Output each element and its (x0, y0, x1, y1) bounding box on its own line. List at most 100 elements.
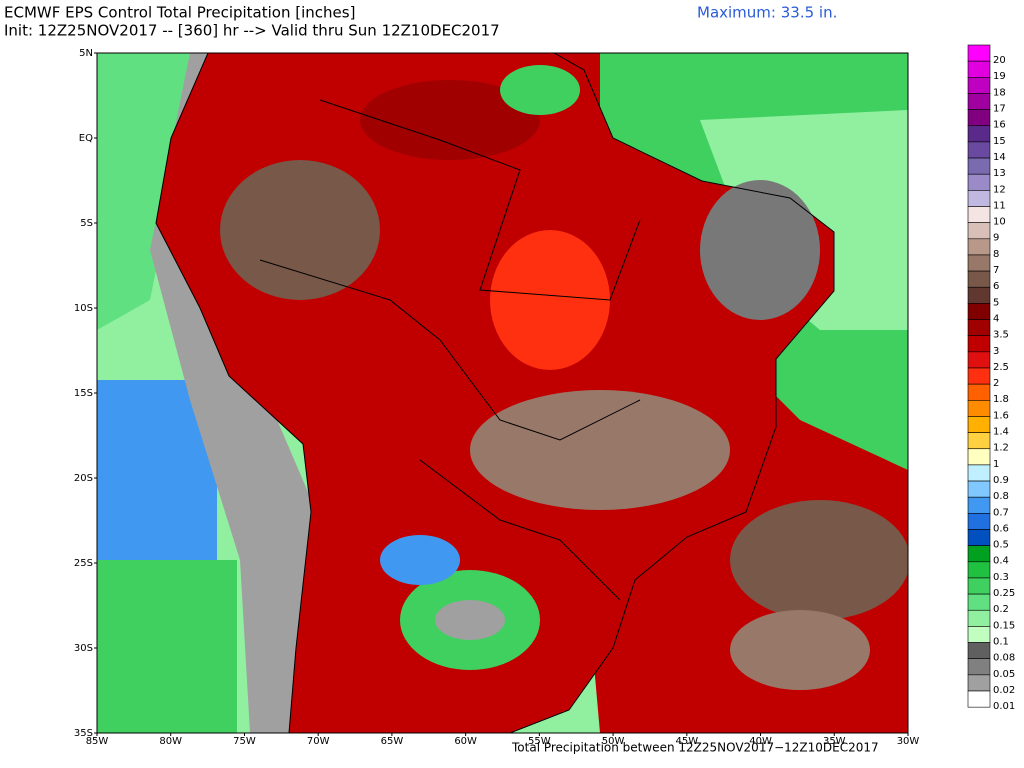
legend-label: 13 (993, 168, 1006, 179)
lon-label: 65W (381, 736, 404, 747)
legend-swatch (967, 416, 991, 433)
lon-label: 35W (823, 736, 846, 747)
legend-label: 19 (993, 71, 1006, 82)
lat-label: EQ (79, 133, 93, 144)
legend-swatch (967, 93, 991, 110)
dark-red (360, 80, 540, 160)
legend-swatch (967, 141, 991, 159)
brown-patch (730, 500, 908, 620)
legend-label: 15 (993, 136, 1006, 147)
legend-label: 3 (993, 346, 999, 357)
lat-label: 35S (74, 728, 93, 739)
legend-swatch (967, 335, 991, 353)
legend-label: 12 (993, 184, 1006, 195)
lon-label: 70W (307, 736, 330, 747)
lat-label: 15S (74, 388, 93, 399)
legend-swatch (967, 399, 991, 417)
legend-swatch (967, 464, 991, 482)
legend-label: 16 (993, 120, 1006, 131)
legend-swatch (967, 545, 991, 563)
legend-swatch (967, 270, 991, 288)
legend-swatch (967, 303, 991, 320)
legend-swatch (967, 529, 991, 546)
legend-label: 0.15 (993, 620, 1015, 631)
legend-swatch (967, 383, 991, 401)
legend-swatch (967, 238, 991, 256)
legend-swatch (967, 674, 991, 692)
lat-label: 5S (80, 218, 93, 229)
lon-label: 45W (676, 736, 699, 747)
legend-label: 14 (993, 152, 1006, 163)
legend-label: 6 (993, 281, 999, 292)
legend-label: 2 (993, 378, 999, 389)
legend-label: 0.6 (993, 523, 1009, 534)
legend-swatch (967, 157, 991, 175)
legend-swatch (967, 513, 991, 530)
legend-label: 0.5 (993, 540, 1009, 551)
legend-label: 4 (993, 313, 999, 324)
legend-swatch (967, 173, 991, 191)
legend-label: 5 (993, 297, 999, 308)
legend-swatch (967, 109, 991, 127)
legend-label: 0.2 (993, 604, 1009, 615)
legend-swatch (967, 44, 991, 62)
legend-label: 0.1 (993, 636, 1009, 647)
lon-label: 30W (897, 736, 920, 747)
legend-label: 17 (993, 104, 1006, 115)
lat-label: 30S (74, 643, 93, 654)
legend-swatch (967, 206, 991, 223)
legend-swatch (967, 222, 991, 240)
legend-label: 0.7 (993, 507, 1009, 518)
lat-label: 10S (74, 303, 93, 314)
lon-label: 55W (528, 736, 551, 747)
legend-label: 0.8 (993, 491, 1009, 502)
lat-label: 20S (74, 473, 93, 484)
legend-label: 0.02 (993, 685, 1015, 696)
legend-swatch (967, 432, 991, 450)
lon-label: 40W (749, 736, 772, 747)
brown-patch (220, 160, 380, 300)
legend-label: 2.5 (993, 362, 1009, 373)
borders (155, 53, 835, 733)
legend-swatch (967, 448, 991, 466)
map (96, 52, 909, 734)
blue-patch (380, 535, 460, 585)
green-patch (97, 53, 200, 330)
lat-label: 5N (79, 48, 93, 59)
legend-swatch (967, 626, 991, 643)
brown-patch (730, 610, 870, 690)
legend-label: 0.05 (993, 669, 1015, 680)
orange-red (490, 230, 610, 370)
legend-label: 0.4 (993, 556, 1009, 567)
legend-label: 0.01 (993, 701, 1015, 712)
legend-swatch (967, 642, 991, 659)
legend-label: 0.08 (993, 653, 1015, 664)
legend-swatch (967, 319, 991, 336)
green-patch (97, 560, 237, 733)
legend-label: 1.6 (993, 410, 1009, 421)
green-patch (500, 65, 580, 115)
precip-field (97, 53, 908, 733)
legend-swatch (967, 577, 991, 595)
legend-label: 9 (993, 233, 999, 244)
legend-label: 10 (993, 217, 1006, 228)
legend-swatch (967, 60, 991, 78)
legend-swatch (967, 609, 991, 627)
legend-swatch (967, 561, 991, 579)
lon-label: 50W (602, 736, 625, 747)
legend-label: 0.3 (993, 572, 1009, 583)
legend-swatch (967, 254, 991, 272)
legend-swatch (967, 496, 991, 514)
legend-label: 18 (993, 87, 1006, 98)
legend-swatch (967, 367, 991, 385)
legend-swatch (967, 593, 991, 611)
legend-label: 8 (993, 249, 999, 260)
legend-label: 1.2 (993, 443, 1009, 454)
lon-label: 80W (159, 736, 182, 747)
legend-label: 0.9 (993, 475, 1009, 486)
legend-label: 1 (993, 459, 999, 470)
lon-label: 75W (233, 736, 256, 747)
legend-swatch (967, 690, 991, 708)
maximum: Maximum: 33.5 in. (697, 4, 837, 22)
